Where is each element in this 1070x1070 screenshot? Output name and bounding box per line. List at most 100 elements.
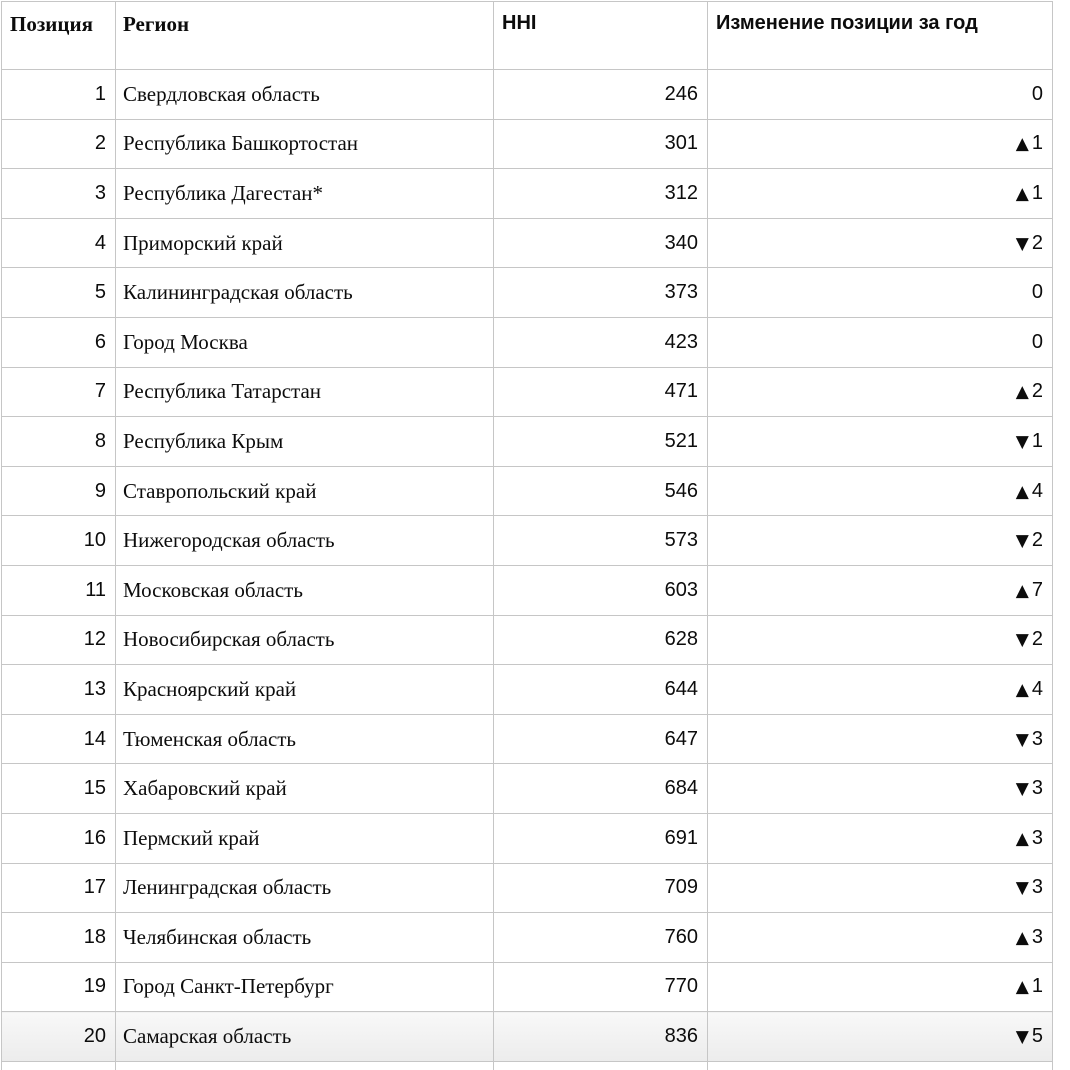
cell-position[interactable]: 2 [1, 118, 116, 170]
cell-region[interactable]: Хабаровский край [115, 763, 494, 814]
cell-position-change[interactable]: ▲ 4 [707, 465, 1053, 517]
cell-position[interactable]: 13 [1, 664, 116, 715]
cell-position-change[interactable]: ▲ 2 [707, 366, 1053, 418]
cell-position-change[interactable]: 0 [707, 267, 1053, 318]
cell-region[interactable]: Тюменская область [115, 713, 494, 765]
cell-hhi[interactable]: 546 [493, 465, 708, 517]
cell-region[interactable]: Новосибирская область [115, 614, 494, 666]
cell-hhi[interactable]: 770 [493, 961, 708, 1013]
cell-region[interactable]: Республика Татарстан [115, 366, 494, 418]
cell-region[interactable]: Город Санкт-Петербург [115, 961, 494, 1013]
cell-region[interactable]: Ленинградская область [115, 862, 494, 914]
change-value: 0 [1031, 82, 1043, 105]
cell-position[interactable]: 19 [1, 961, 116, 1013]
cell-hhi[interactable]: 340 [493, 217, 708, 269]
cell-position[interactable]: 8 [1, 416, 116, 467]
cell-position[interactable]: 16 [1, 812, 116, 864]
cell-position-change[interactable]: ▼ 1 [707, 416, 1053, 467]
cell-empty[interactable] [493, 1060, 708, 1070]
table-row: 19 Город Санкт-Петербург 770 ▲ 1 [1, 961, 1053, 1013]
cell-position-change[interactable]: ▲ 4 [707, 664, 1053, 715]
cell-position[interactable]: 10 [1, 515, 116, 566]
cell-position[interactable]: 5 [1, 267, 116, 318]
cell-position[interactable]: 17 [1, 862, 116, 914]
cell-region[interactable]: Республика Башкортостан [115, 118, 494, 170]
cell-region[interactable]: Челябинская область [115, 912, 494, 963]
cell-position[interactable]: 14 [1, 713, 116, 765]
change-value: 1 [1031, 132, 1043, 155]
cell-hhi[interactable]: 521 [493, 416, 708, 467]
cell-hhi[interactable]: 573 [493, 515, 708, 566]
cell-position[interactable]: 7 [1, 366, 116, 418]
cell-position-change[interactable]: ▲ 1 [707, 168, 1053, 219]
column-header-position[interactable]: Позиция [1, 1, 116, 70]
column-header-region[interactable]: Регион [115, 1, 494, 70]
cell-position-change[interactable]: ▼ 2 [707, 614, 1053, 666]
cell-hhi[interactable]: 760 [493, 912, 708, 963]
cell-hhi[interactable]: 628 [493, 614, 708, 666]
cell-region[interactable]: Республика Дагестан* [115, 168, 494, 219]
cell-position[interactable]: 12 [1, 614, 116, 666]
cell-position-change[interactable]: ▲ 3 [707, 812, 1053, 864]
cell-empty[interactable] [707, 1060, 1053, 1070]
cell-region[interactable]: Республика Крым [115, 416, 494, 467]
down-triangle-icon: ▼ [1015, 630, 1029, 651]
cell-hhi[interactable]: 836 [493, 1011, 708, 1062]
cell-region[interactable]: Самарская область [115, 1011, 494, 1062]
cell-position[interactable]: 3 [1, 168, 116, 219]
cell-hhi[interactable]: 647 [493, 713, 708, 765]
cell-position-change[interactable]: ▼ 2 [707, 217, 1053, 269]
cell-hhi[interactable]: 312 [493, 168, 708, 219]
cell-position-change[interactable]: 0 [707, 69, 1053, 120]
table-row: 13 Красноярский край 644 ▲ 4 [1, 664, 1053, 715]
cell-region[interactable]: Калининградская область [115, 267, 494, 318]
cell-position-change[interactable]: ▲ 3 [707, 912, 1053, 963]
cell-region[interactable]: Красноярский край [115, 664, 494, 715]
cell-position[interactable]: 18 [1, 912, 116, 963]
cell-region[interactable]: Свердловская область [115, 69, 494, 120]
table-row: 9 Ставропольский край 546 ▲ 4 [1, 465, 1053, 517]
cell-position[interactable]: 6 [1, 316, 116, 368]
change-value: 7 [1031, 578, 1043, 601]
cell-hhi[interactable]: 471 [493, 366, 708, 418]
table-row: 5 Калининградская область 373 0 [1, 267, 1053, 318]
column-header-hhi[interactable]: HHI [493, 1, 708, 70]
cell-region[interactable]: Нижегородская область [115, 515, 494, 566]
cell-position[interactable]: 20 [1, 1011, 116, 1062]
cell-hhi[interactable]: 246 [493, 69, 708, 120]
cell-position-change[interactable]: 0 [707, 316, 1053, 368]
cell-position-change[interactable]: ▼ 2 [707, 515, 1053, 566]
cell-hhi[interactable]: 691 [493, 812, 708, 864]
cell-hhi[interactable]: 373 [493, 267, 708, 318]
column-header-change[interactable]: Изменение позиции за год [707, 1, 1053, 70]
cell-hhi[interactable]: 684 [493, 763, 708, 814]
cell-hhi[interactable]: 301 [493, 118, 708, 170]
change-value: 1 [1031, 429, 1043, 452]
cell-empty[interactable] [1, 1060, 116, 1070]
cell-region[interactable]: Город Москва [115, 316, 494, 368]
cell-empty[interactable] [115, 1060, 494, 1070]
cell-region[interactable]: Пермский край [115, 812, 494, 864]
cell-hhi[interactable]: 423 [493, 316, 708, 368]
down-triangle-icon: ▼ [1015, 878, 1029, 899]
cell-position-change[interactable]: ▲ 1 [707, 118, 1053, 170]
cell-position-change[interactable]: ▼ 5 [707, 1011, 1053, 1062]
cell-region[interactable]: Приморский край [115, 217, 494, 269]
cell-position[interactable]: 9 [1, 465, 116, 517]
table-row: 4 Приморский край 340 ▼ 2 [1, 217, 1053, 269]
cell-position-change[interactable]: ▲ 7 [707, 564, 1053, 616]
cell-position[interactable]: 4 [1, 217, 116, 269]
cell-position[interactable]: 11 [1, 564, 116, 616]
cell-hhi[interactable]: 603 [493, 564, 708, 616]
cell-region[interactable]: Ставропольский край [115, 465, 494, 517]
cell-hhi[interactable]: 644 [493, 664, 708, 715]
cell-position[interactable]: 1 [1, 69, 116, 120]
cell-position-change[interactable]: ▼ 3 [707, 713, 1053, 765]
cell-position-change[interactable]: ▼ 3 [707, 862, 1053, 914]
change-value: 3 [1031, 925, 1043, 948]
cell-position-change[interactable]: ▼ 3 [707, 763, 1053, 814]
cell-hhi[interactable]: 709 [493, 862, 708, 914]
cell-position-change[interactable]: ▲ 1 [707, 961, 1053, 1013]
cell-region[interactable]: Московская область [115, 564, 494, 616]
cell-position[interactable]: 15 [1, 763, 116, 814]
